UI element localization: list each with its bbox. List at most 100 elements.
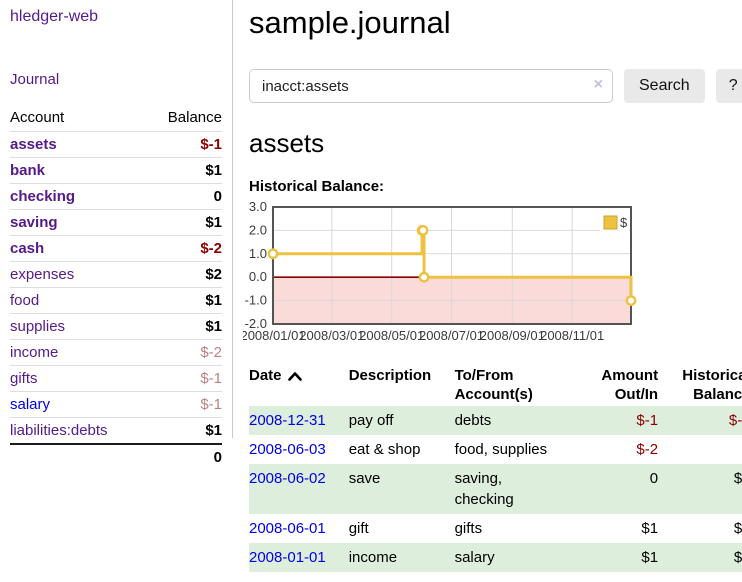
register-header-amount: Amount Out/In <box>601 367 659 403</box>
account-link-cash[interactable]: cash <box>10 240 45 257</box>
register-header-date: Date <box>249 364 349 406</box>
transaction-accounts: food, supplies <box>454 441 548 458</box>
search-button[interactable]: Search <box>624 69 705 103</box>
account-link-checking[interactable]: checking <box>10 188 76 205</box>
x-tick-label: 2008/03/01 <box>299 328 364 343</box>
x-tick-label: 2008/09/01 <box>480 328 545 343</box>
accounts-total-balance: 0 <box>146 443 222 470</box>
sidebar: hledger-web Journal Account Balance asse… <box>0 0 233 470</box>
account-link-liabilities-debts[interactable]: liabilities:debts <box>10 422 108 439</box>
account-heading: assets <box>249 128 325 158</box>
data-point-marker <box>418 271 430 283</box>
register-table: Date Description To/From Account(s) Amou… <box>249 364 742 572</box>
account-link-gifts[interactable]: gifts <box>10 370 38 387</box>
account-balance: $1 <box>146 287 222 314</box>
account-link-food[interactable]: food <box>10 292 40 309</box>
transaction-amount: $1 <box>641 520 659 537</box>
y-tick-label: 2.0 <box>249 222 267 237</box>
transaction-row: 2008-06-03 eat & shop food, supplies $-2… <box>249 435 742 464</box>
accounts-total-row: 0 <box>10 443 222 470</box>
search-input[interactable] <box>249 69 613 103</box>
legend-label: $ <box>620 215 628 230</box>
sort-by-date-link[interactable]: Date <box>249 366 302 385</box>
account-link-supplies[interactable]: supplies <box>10 318 66 335</box>
account-balance: $2 <box>146 261 222 288</box>
account-row-salary: salary $-1 <box>10 391 222 418</box>
y-tick-label: 3.0 <box>249 202 267 214</box>
transaction-amount: $-2 <box>636 441 659 458</box>
account-row-bank: bank $1 <box>10 157 222 184</box>
transaction-date-link[interactable]: 2008-12-31 <box>249 412 326 429</box>
transaction-accounts: saving, checking <box>454 464 589 514</box>
account-row-income: income $-2 <box>10 339 222 366</box>
account-balance: $-1 <box>146 365 222 392</box>
main-content: sample.journal × Search ? assets Histori… <box>233 0 742 582</box>
transaction-balance: 0 <box>658 435 742 464</box>
account-row-cash: cash $-2 <box>10 235 222 262</box>
plot-border <box>272 206 632 325</box>
transaction-balance: $-1 <box>658 406 742 435</box>
account-row-checking: checking 0 <box>10 183 222 210</box>
account-link-salary[interactable]: salary <box>10 396 51 413</box>
account-balance: 0 <box>146 183 222 210</box>
account-row-liabilities-debts: liabilities:debts $1 <box>10 417 222 444</box>
data-point-marker <box>417 225 429 236</box>
account-row-assets: assets $-1 <box>10 131 222 158</box>
account-row-food: food $1 <box>10 287 222 314</box>
transaction-balance: $1 <box>658 543 742 572</box>
search-form: × Search ? <box>249 69 742 103</box>
chart-title: Historical Balance: <box>249 178 385 195</box>
transaction-date-link[interactable]: 2008-06-01 <box>249 520 326 537</box>
x-tick-label: 2008/07/01 <box>419 328 484 343</box>
account-link-bank[interactable]: bank <box>10 162 46 179</box>
transaction-accounts: gifts <box>454 520 483 537</box>
y-tick-label: -2.0 <box>245 316 267 331</box>
accounts-header-account: Account <box>10 109 65 126</box>
transaction-row: 2008-06-02 save saving, checking 0 $2 <box>249 464 742 514</box>
transaction-description: pay off <box>348 406 455 435</box>
transaction-accounts: debts <box>454 406 589 435</box>
account-link-income[interactable]: income <box>10 344 59 361</box>
account-balance: $1 <box>146 209 222 236</box>
account-row-saving: saving $1 <box>10 209 222 236</box>
account-row-expenses: expenses $2 <box>10 261 222 288</box>
account-link-assets[interactable]: assets <box>10 136 57 153</box>
account-balance: $1 <box>146 157 222 184</box>
transaction-date-link[interactable]: 2008-06-03 <box>249 441 326 458</box>
register-header-balance: Historical Balance <box>682 367 742 403</box>
data-point-marker <box>267 248 279 260</box>
transaction-description: income <box>348 543 455 572</box>
y-tick-label: 1.0 <box>249 246 267 261</box>
transaction-balance: $2 <box>733 520 742 537</box>
transaction-accounts: salary <box>454 543 589 572</box>
account-link-expenses[interactable]: expenses <box>10 266 75 283</box>
transaction-row: 2008-12-31 pay off debts $-1 $-1 <box>249 406 742 435</box>
transaction-amount: $-1 <box>588 406 659 435</box>
transaction-date-link[interactable]: 2008-06-02 <box>249 470 326 487</box>
register-header-accounts: To/From Account(s) <box>454 367 533 403</box>
page-title: sample.journal <box>249 5 451 40</box>
accounts-table: Account Balance assets $-1 bank $1 checkin… <box>10 105 222 470</box>
accounts-header-balance: Balance <box>167 109 222 126</box>
app-title-link[interactable]: hledger-web <box>10 8 99 25</box>
account-balance: $1 <box>146 313 222 340</box>
account-row-gifts: gifts $-1 <box>10 365 222 392</box>
account-balance: $-1 <box>146 391 222 418</box>
transaction-balance: $2 <box>658 464 742 514</box>
sort-ascending-icon <box>287 371 302 381</box>
transaction-amount: $1 <box>588 543 659 572</box>
x-tick-label: 2008/05/01 <box>359 328 424 343</box>
transaction-amount: 0 <box>588 464 659 514</box>
help-button[interactable]: ? <box>715 69 742 103</box>
transaction-row: 2008-01-01 income salary $1 $1 <box>249 543 742 572</box>
transaction-date-link[interactable]: 2008-01-01 <box>249 549 326 566</box>
transaction-row: 2008-06-01 gift gifts $1 $2 <box>249 514 742 543</box>
account-balance: $-2 <box>146 235 222 262</box>
sidebar-item-journal[interactable]: Journal <box>10 71 60 88</box>
x-tick-label: 2008/01/01 <box>243 328 306 343</box>
data-point-marker <box>625 295 637 307</box>
register-header-description: Description <box>348 367 432 384</box>
clear-search-icon[interactable]: × <box>593 76 603 93</box>
account-balance: $-1 <box>146 131 222 158</box>
account-link-saving[interactable]: saving <box>10 214 58 231</box>
